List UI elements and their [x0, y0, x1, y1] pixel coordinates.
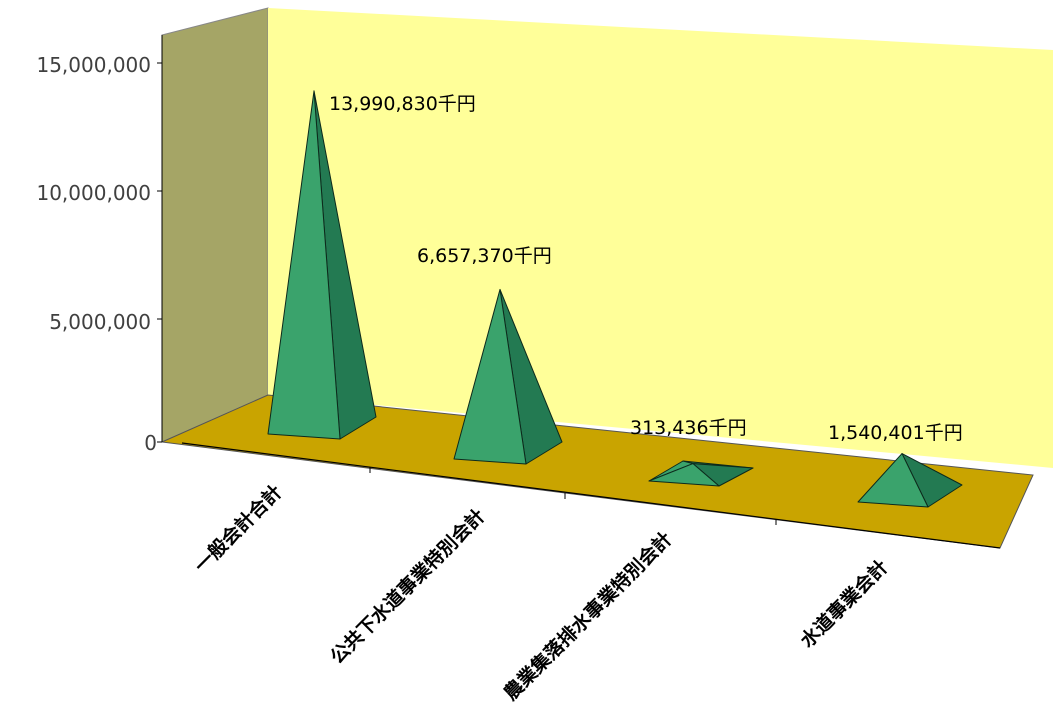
- y-tick-label-1: 5,000,000: [49, 310, 151, 334]
- data-label-2: 313,436千円: [630, 417, 747, 439]
- pyramid-0-front-face: [267, 90, 341, 440]
- pyramid-2-front-face: [648, 463, 720, 487]
- pyramid-1-front-face: [453, 288, 527, 465]
- category-label-2: 農業集落排水事業特別会計: [499, 527, 676, 704]
- category-label-1: 公共下水道事業特別会計: [325, 504, 489, 668]
- y-tick-label-3: 15,000,000: [36, 53, 151, 77]
- pyramid-series: [267, 90, 963, 508]
- data-label-0: 13,990,830千円: [329, 93, 476, 115]
- y-tick-label-0: 0: [144, 431, 157, 455]
- pyramid-3-front-face: [857, 453, 929, 508]
- category-label-3: 水道事業会計: [796, 555, 893, 652]
- chart-side-wall: [161, 7, 269, 443]
- category-label-0: 一般会計合計: [190, 480, 287, 577]
- chart-back-wall: [268, 8, 1053, 468]
- data-label-3: 1,540,401千円: [828, 422, 963, 444]
- x-axis-line: [181, 442, 1001, 549]
- y-tick-label-2: 10,000,000: [36, 181, 151, 205]
- data-label-1: 6,657,370千円: [417, 245, 552, 267]
